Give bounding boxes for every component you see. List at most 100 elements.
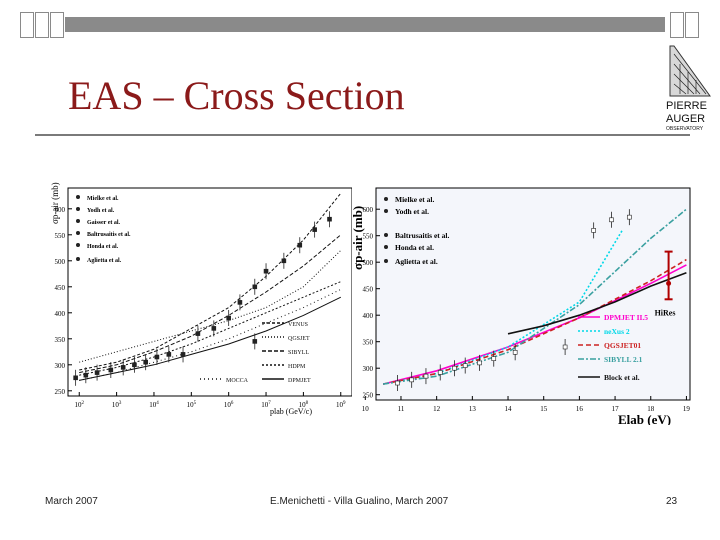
legend-marker (76, 195, 80, 199)
legend-line-label: HDPM (288, 364, 306, 370)
x-axis-label: plab (GeV/c) (270, 407, 312, 416)
y-tick-label: 500 (55, 258, 66, 266)
legend-line-label: neXus 2 (604, 327, 630, 336)
legend-line-label: DPMJET II.5 (604, 313, 648, 322)
x-tick-label: 106 (224, 401, 234, 409)
y-tick-label: 400 (363, 312, 374, 320)
data-point (562, 344, 568, 350)
data-point (409, 377, 414, 383)
legend-label: Mielke et al. (87, 196, 119, 202)
header-square (670, 12, 684, 38)
y-tick-label: 600 (363, 206, 374, 214)
legend-label: Baltrusaitis et al. (87, 232, 131, 238)
legend-marker (76, 257, 80, 261)
header-square (685, 12, 699, 38)
logo-line-1: PIERRE (666, 100, 707, 112)
header-square (50, 12, 64, 38)
auger-logo: PIERRE AUGER OBSERVATORY (666, 44, 714, 134)
header-decoration (20, 12, 700, 38)
legend-marker (384, 245, 388, 249)
legend-label: Yodh et al. (395, 207, 429, 216)
y-tick-label: 250 (363, 392, 374, 400)
legend-label: Aglietta et al. (87, 258, 122, 264)
legend-marker (76, 219, 80, 223)
y-tick-label: 500 (363, 259, 374, 267)
series-line-block-et-al- (507, 272, 687, 335)
x-tick-label: 103 (112, 401, 122, 409)
x-tick-label: 12 (433, 405, 441, 413)
right-cross-section-chart: σp-air (mb) Elab (eV) 600 550 500 450 400 350… (350, 187, 691, 425)
data-point (143, 359, 148, 365)
y-tick-label: 250 (55, 388, 66, 396)
series-line-dpmjet (79, 192, 342, 371)
data-point (73, 375, 78, 381)
legend-line-label: Block et al. (604, 373, 640, 382)
data-point (180, 352, 186, 357)
legend-line-label: QGSJET01 (604, 341, 641, 350)
data-point (627, 214, 632, 220)
y-axis-label: σp-air (mb) (350, 206, 365, 270)
left-cross-section-chart: σp-air (mb) plab (GeV/c) 600 550 500 450 400… (50, 182, 352, 416)
page-number: 23 (666, 496, 678, 507)
y-tick-label: 550 (55, 232, 66, 240)
legend-label: Gaisser et al. (87, 220, 121, 226)
auger-logo-emblem (669, 45, 711, 97)
legend-marker (384, 233, 388, 237)
legend-label: Mielke et al. (395, 195, 434, 204)
x-tick-label: 10 (362, 405, 370, 413)
legend-marker (384, 209, 388, 213)
plot-frame (67, 187, 352, 397)
footer-date: March 2007 (45, 496, 98, 507)
title-divider (35, 134, 690, 136)
legend-line-label: VENUS (288, 322, 308, 328)
y-tick-label: 300 (55, 362, 66, 370)
data-point (462, 363, 468, 368)
data-point (226, 315, 231, 321)
x-tick-label: 102 (74, 401, 84, 409)
logo-line-3: OBSERVATORY (666, 126, 704, 132)
legend-line-label: DPMJET (288, 378, 311, 384)
legend-marker (76, 243, 80, 247)
data-point (263, 268, 269, 274)
data-point (120, 365, 126, 370)
y-tick-label: 400 (55, 310, 66, 318)
data-point (211, 326, 217, 331)
x-tick-label: 18 (647, 405, 655, 413)
x-tick-label: 16 (576, 405, 584, 413)
data-point (252, 339, 258, 344)
x-tick-label: 15 (540, 405, 548, 413)
data-point (312, 227, 317, 232)
data-point (195, 331, 201, 336)
legend-label: Aglietta et al. (395, 257, 438, 266)
data-point (281, 258, 287, 264)
y-tick-label: 350 (55, 336, 66, 344)
y-tick-label: 550 (363, 233, 374, 241)
y-tick-label: 350 (363, 339, 374, 347)
data-point (94, 370, 100, 375)
x-tick-label: 107 (261, 401, 271, 409)
logo-line-2: AUGER (666, 113, 706, 125)
data-point (437, 370, 443, 375)
data-point (237, 300, 243, 305)
series-line-qgsjet01 (382, 258, 687, 385)
legend-label: Baltrusaitis et al. (395, 231, 449, 240)
data-point (423, 373, 429, 379)
x-tick-label: 17 (612, 405, 620, 413)
x-tick-label: 104 (149, 401, 159, 409)
footer-credit: E.Menichetti - Villa Gualino, March 2007 (270, 496, 449, 507)
header-square (35, 12, 49, 38)
header-bar (65, 17, 665, 32)
hires-point (666, 280, 672, 286)
data-point (395, 380, 400, 386)
data-point (83, 372, 89, 378)
y-tick-label: 450 (363, 286, 374, 294)
legend-marker (384, 197, 388, 201)
plot-frame (375, 187, 691, 401)
legend-label: Honda et al. (87, 244, 119, 250)
y-axis-label: σp-air (mb) (50, 182, 60, 224)
header-square (20, 12, 34, 38)
hires-label: HiRes (655, 308, 676, 317)
data-point (252, 284, 258, 290)
x-tick-label: 19 (683, 405, 691, 413)
legend-line-label: QGSJET (288, 336, 310, 342)
